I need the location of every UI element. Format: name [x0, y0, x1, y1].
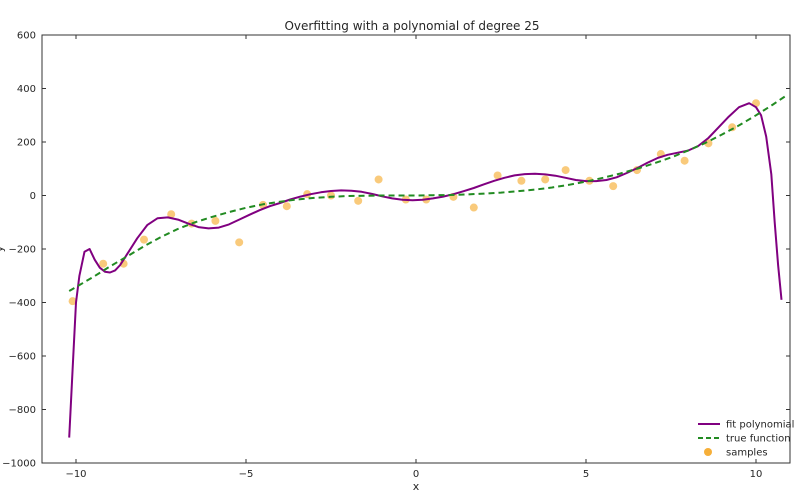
sample-point	[354, 196, 363, 205]
y-axis-label: y	[0, 245, 6, 252]
y-tick-label: −600	[9, 352, 36, 363]
legend-marker-samples	[704, 448, 712, 456]
x-axis-label: x	[413, 480, 420, 493]
sample-point	[541, 175, 550, 184]
y-tick-label: 200	[17, 138, 36, 149]
legend-label: true function	[726, 434, 791, 445]
sample-point	[99, 259, 108, 268]
true-function-line	[68, 95, 786, 292]
sample-point	[140, 235, 148, 244]
sample-point	[680, 156, 689, 165]
sample-point	[235, 238, 244, 247]
plot-area	[41, 34, 791, 464]
y-tick-label: −800	[9, 405, 36, 416]
sample-point	[561, 166, 570, 175]
sample-point	[211, 216, 220, 225]
legend-label: samples	[726, 448, 768, 459]
lines-layer	[68, 95, 786, 438]
x-tick-label: 10	[750, 469, 763, 480]
chart-title: Overfitting with a polynomial of degree …	[284, 19, 539, 33]
y-tick-label: −1000	[2, 459, 36, 470]
sample-point	[374, 175, 383, 184]
sample-point	[517, 176, 526, 185]
sample-point	[282, 202, 291, 211]
x-tick-label: 0	[413, 469, 419, 480]
y-tick-label: −400	[9, 298, 36, 309]
x-tick-label: 5	[583, 469, 589, 480]
y-tick-label: 600	[17, 31, 36, 42]
sample-point	[327, 191, 335, 200]
sample-point	[609, 182, 618, 191]
y-tick-label: −200	[9, 245, 36, 256]
x-axis: −10 −5 0 5 10	[65, 35, 762, 480]
x-tick-label: −5	[239, 469, 254, 480]
sample-point	[493, 171, 502, 180]
sample-point	[167, 210, 176, 219]
x-tick-label: −10	[65, 469, 86, 480]
y-axis: −1000 −800 −600 −400 −200 0 200 400 600	[2, 31, 790, 470]
y-tick-label: 0	[30, 191, 36, 202]
sample-point	[469, 203, 478, 212]
legend: fit polynomial true function samples	[698, 420, 794, 459]
sample-point	[68, 297, 77, 306]
legend-label: fit polynomial	[726, 420, 794, 431]
y-tick-label: 400	[17, 84, 36, 95]
